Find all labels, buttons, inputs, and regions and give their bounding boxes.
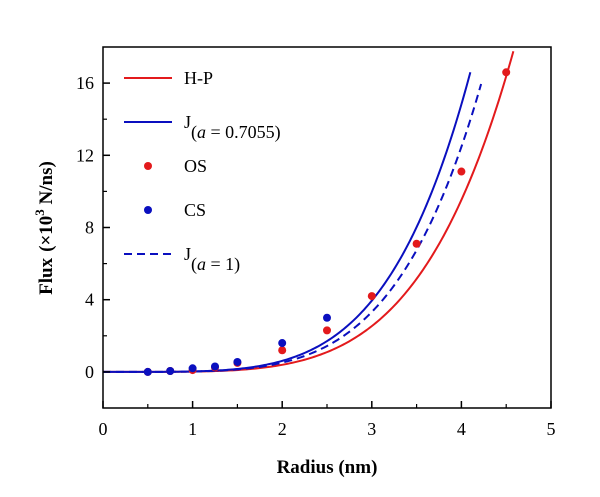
data-point-os — [412, 239, 421, 248]
y-axis-title: Flux (×103 N/ns) — [32, 161, 57, 295]
data-point-os — [457, 167, 466, 176]
plot-frame — [102, 46, 552, 409]
legend: H-P J(a = 0.7055) OS CS J(a = 1) — [124, 68, 281, 275]
legend-swatch-marker — [144, 206, 152, 214]
y-axis-title-unit-close: N/ns) — [36, 161, 57, 209]
x-tick-label: 5 — [547, 419, 556, 439]
legend-label: J(a = 0.7055) — [184, 112, 281, 143]
data-point-os — [323, 326, 331, 335]
legend-item-j-a-0-7055: J(a = 0.7055) — [124, 112, 281, 143]
markers-layer — [143, 68, 511, 376]
legend-label: J(a = 1) — [184, 244, 240, 275]
legend-item-os: OS — [144, 156, 207, 176]
y-tick-label: 4 — [85, 290, 94, 310]
x-tick-label: 2 — [278, 419, 287, 439]
series-line-h-p — [103, 51, 515, 373]
data-point-os — [278, 346, 287, 355]
y-axis-title-prefix: Flux — [36, 257, 57, 294]
x-tick-label: 4 — [457, 419, 466, 439]
series-line-j-a-1 — [103, 83, 483, 373]
data-point-cs — [233, 357, 242, 366]
data-point-os — [502, 68, 511, 77]
legend-label: OS — [184, 156, 207, 176]
x-axis-ticks: 0 1 2 3 4 5 — [99, 401, 556, 439]
data-point-cs — [188, 364, 197, 373]
x-axis-title: Radius (nm) — [277, 457, 378, 478]
legend-item-h-p: H-P — [124, 68, 213, 88]
y-tick-label: 0 — [85, 362, 94, 382]
data-point-cs — [278, 339, 287, 348]
legend-label: CS — [184, 200, 206, 220]
legend-label: H-P — [184, 68, 213, 88]
data-point-cs — [323, 313, 331, 322]
data-point-cs — [166, 366, 175, 375]
curves-layer — [103, 51, 515, 373]
data-point-os — [367, 292, 376, 301]
data-point-cs — [143, 367, 152, 376]
y-tick-label: 16 — [76, 73, 94, 93]
y-axis-title-unit-open: (×10 — [36, 216, 57, 252]
y-tick-label: 8 — [85, 218, 94, 238]
data-point-cs — [211, 362, 219, 371]
x-tick-label: 0 — [99, 419, 108, 439]
legend-swatch-marker — [144, 162, 152, 170]
x-tick-label: 3 — [367, 419, 376, 439]
legend-item-j-a-1: J(a = 1) — [124, 244, 240, 275]
legend-item-cs: CS — [144, 200, 206, 220]
x-tick-label: 1 — [188, 419, 197, 439]
y-tick-label: 12 — [76, 145, 94, 165]
series-line-j-a-0-7055 — [103, 71, 472, 373]
y-axis-ticks: 0 4 8 12 16 — [76, 73, 110, 382]
y-axis-title-exponent: 3 — [32, 209, 47, 216]
